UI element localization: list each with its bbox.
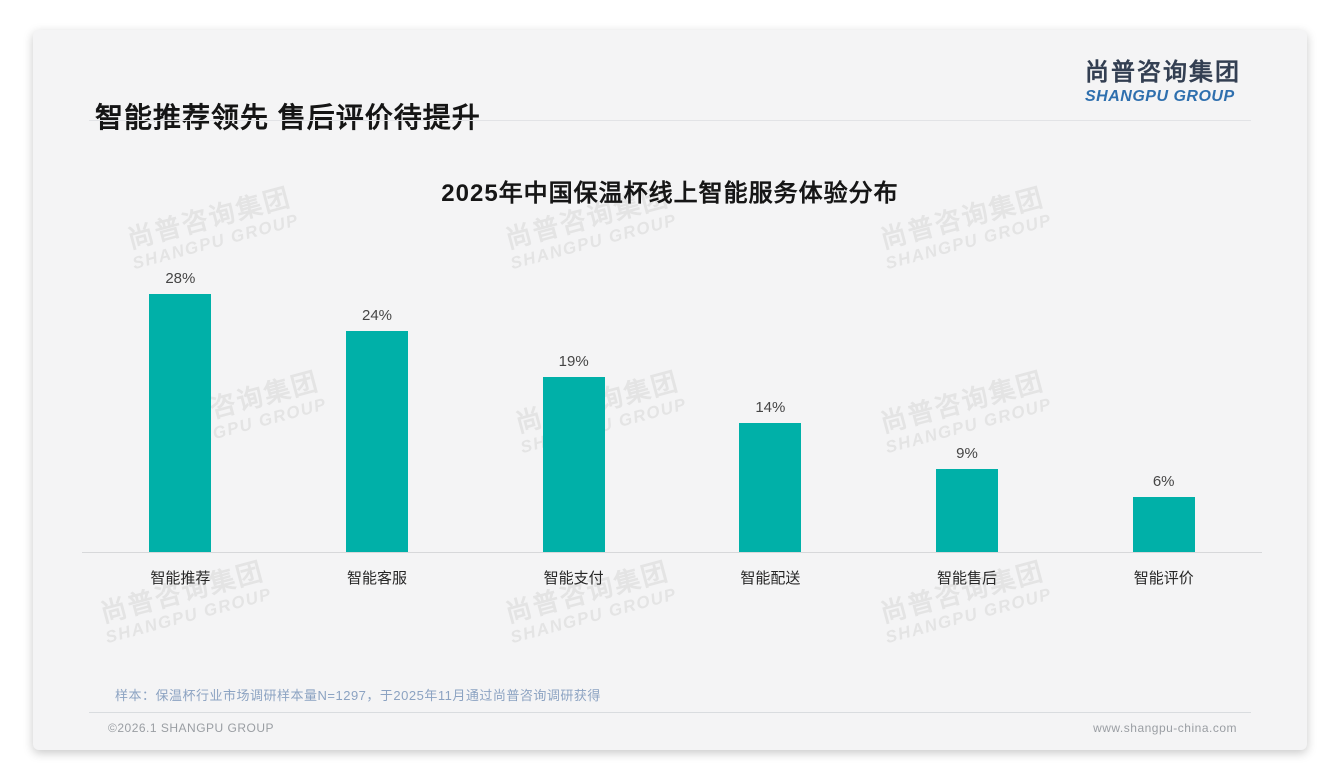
chart-bar <box>346 331 408 552</box>
bar-value-label: 24% <box>361 307 393 324</box>
slide-card: 尚普咨询集团 SHANGPU GROUP 尚普咨询集团 SHANGPU GROUP 尚普… <box>33 30 1307 750</box>
bar-chart-plot: 28% 24% 19% 14% 9% 6% <box>82 252 1262 552</box>
bar-value-label: 6% <box>1152 473 1175 490</box>
bar-value-label: 19% <box>558 353 589 370</box>
chart-bar <box>149 294 212 552</box>
bar-group: 19% <box>475 252 672 552</box>
bar-category-label: 智能评价 <box>1133 570 1194 587</box>
bar-group: 9% <box>869 252 1066 552</box>
bar-category-label: 智能客服 <box>347 570 408 587</box>
header-divider <box>89 120 1251 121</box>
bar-value-label: 28% <box>165 270 196 287</box>
bar-category-label: 智能售后 <box>937 570 998 587</box>
chart-bar <box>739 423 802 552</box>
footer-copyright: ©2026.1 SHANGPU GROUP <box>108 721 275 735</box>
chart-title: 2025年中国保温杯线上智能服务体验分布 <box>441 180 899 207</box>
bar-group: 24% <box>279 252 476 552</box>
bar-value-label: 9% <box>956 445 978 462</box>
chart-bar <box>936 469 999 552</box>
footer-website: www.shangpu-china.com <box>1093 721 1237 735</box>
bar-group: 28% <box>82 252 279 552</box>
x-axis-category-labels: 智能推荐 智能客服 智能支付 智能配送 智能售后 智能评价 <box>82 567 1262 588</box>
footer: ©2026.1 SHANGPU GROUP www.shangpu-china.… <box>108 721 1237 735</box>
bar-group: 14% <box>672 252 869 552</box>
page-title: 智能推荐领先 售后评价待提升 <box>95 102 481 133</box>
bar-category-label: 智能支付 <box>543 570 604 587</box>
chart-bar <box>542 377 605 552</box>
company-logo: 尚普咨询集团 SHANGPU GROUP <box>1085 58 1241 106</box>
bar-category-label: 智能推荐 <box>150 570 211 587</box>
footer-divider <box>89 712 1251 713</box>
logo-english-name: SHANGPU GROUP <box>1085 88 1235 105</box>
x-axis-line <box>82 552 1262 553</box>
sample-note: 样本：保温杯行业市场调研样本量N=1297，于2025年11月通过尚普咨询调研获… <box>115 688 601 703</box>
bar-value-label: 14% <box>755 399 786 416</box>
chart-bar <box>1132 497 1195 552</box>
bar-group: 6% <box>1065 252 1262 552</box>
bar-category-label: 智能配送 <box>740 570 801 587</box>
logo-chinese-name: 尚普咨询集团 <box>1085 59 1241 86</box>
